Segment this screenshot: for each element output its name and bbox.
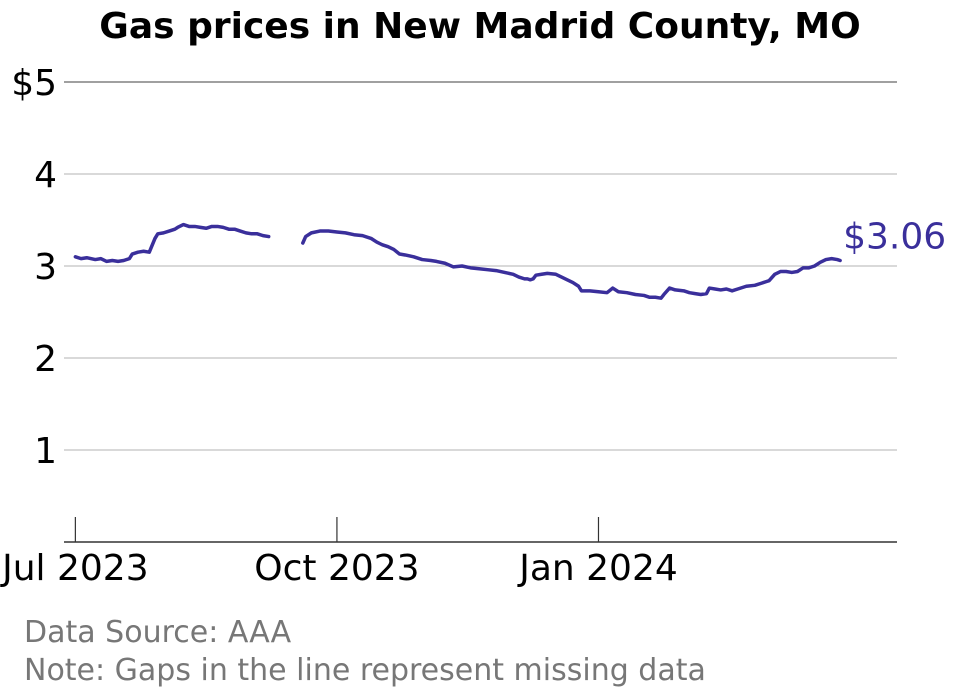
- missing-data-note: Note: Gaps in the line represent missing…: [24, 653, 706, 688]
- price-series: [73, 222, 842, 300]
- grid-lines: [64, 81, 897, 451]
- y-tick-label: $5: [11, 63, 57, 104]
- x-tick-label: Jul 2023: [0, 548, 149, 589]
- price-line-segment: [301, 229, 842, 300]
- chart-title: Gas prices in New Madrid County, MO: [99, 6, 860, 47]
- data-source-note: Data Source: AAA: [24, 615, 292, 650]
- y-tick-label: 2: [34, 339, 57, 380]
- price-line-segment: [73, 222, 271, 264]
- latest-price-label: $3.06: [843, 216, 946, 257]
- x-tick-label: Jan 2024: [517, 548, 678, 589]
- y-tick-label: 1: [34, 431, 57, 472]
- y-tick-label: 4: [34, 155, 57, 196]
- y-tick-label: 3: [34, 247, 57, 288]
- gas-price-chart: Gas prices in New Madrid County, MO $5 4 3…: [0, 6, 946, 589]
- x-tick-label: Oct 2023: [254, 548, 419, 589]
- y-axis-ticks: $5 4 3 2 1: [11, 63, 57, 472]
- x-axis-ticks: Jul 2023 Oct 2023 Jan 2024: [0, 517, 678, 589]
